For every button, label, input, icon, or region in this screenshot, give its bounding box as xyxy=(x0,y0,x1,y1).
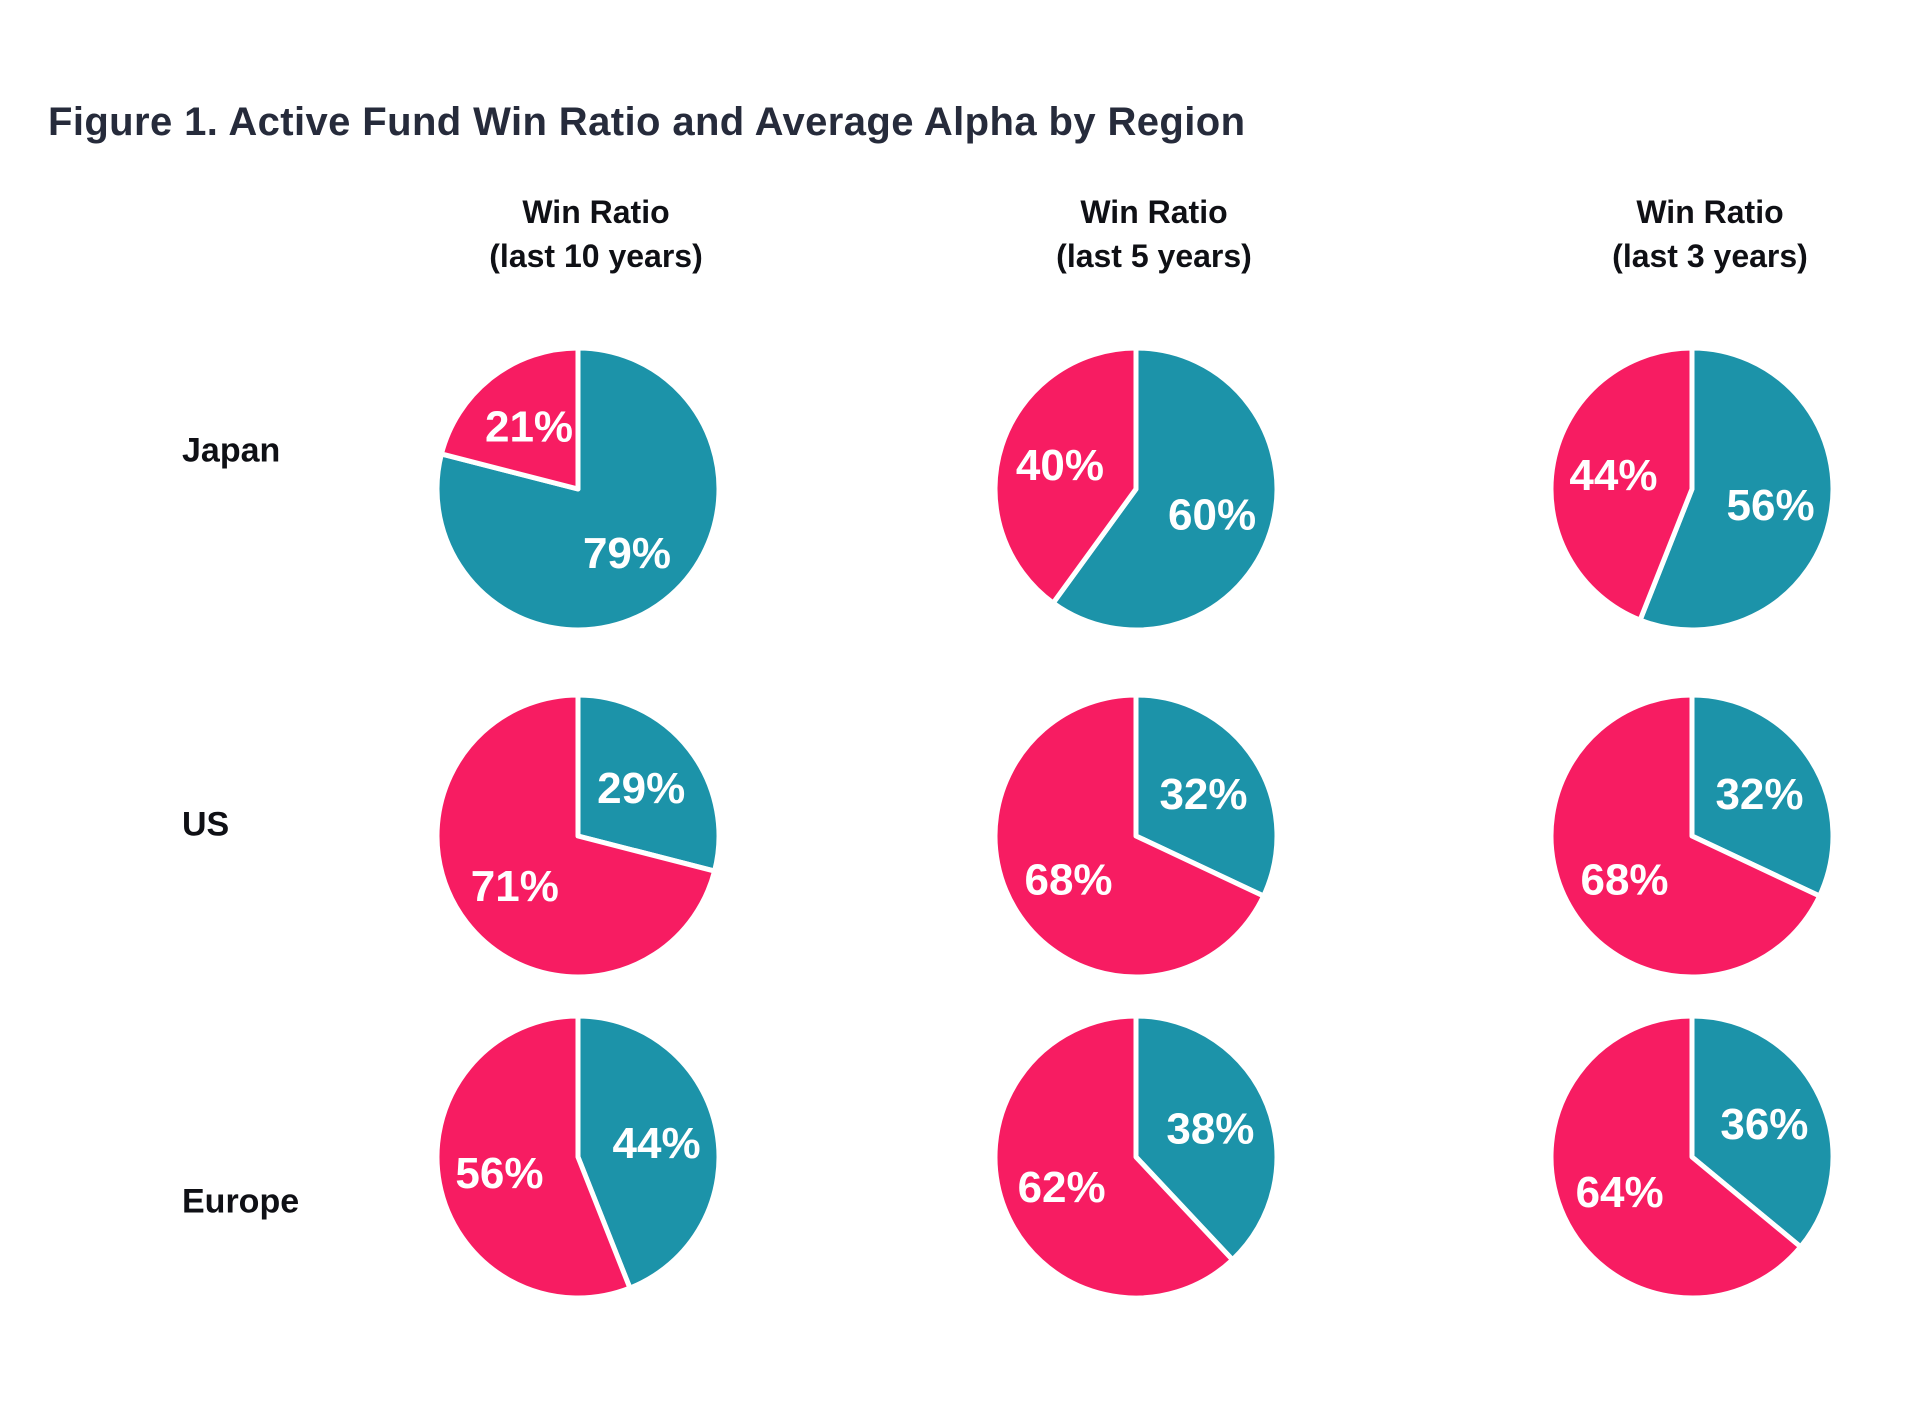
pie-slice-pink xyxy=(992,345,1139,606)
row-label-europe: Europe xyxy=(182,1182,300,1221)
pie-chart-svg: 32% 68% xyxy=(1548,692,1836,980)
pie-europe-last-10-years: 44% 56% xyxy=(433,1012,723,1302)
pie-slice-pink xyxy=(1548,345,1695,623)
column-header-last-10-years: Win Ratio (last 10 years) xyxy=(376,190,816,278)
pie-europe-last-3-years: 36% 64% xyxy=(1547,1012,1837,1302)
pie-slice-pink xyxy=(438,345,581,492)
column-header-last-3-years: Win Ratio (last 3 years) xyxy=(1490,190,1920,278)
percent-label: 68% xyxy=(1024,856,1112,905)
column-header-line2: (last 5 years) xyxy=(1056,238,1252,275)
pie-slice-teal xyxy=(1689,1013,1836,1250)
pie-chart-svg: 36% 64% xyxy=(1548,1013,1836,1301)
percent-label: 38% xyxy=(1166,1104,1254,1153)
pie-slice-teal xyxy=(575,1013,722,1291)
figure-title: Figure 1. Active Fund Win Ratio and Aver… xyxy=(48,100,1246,144)
pie-slice-pink xyxy=(434,1013,633,1301)
percent-label: 44% xyxy=(1569,451,1657,500)
pie-slice-pink xyxy=(1548,1013,1804,1301)
percent-label: 44% xyxy=(613,1119,701,1168)
pie-slice-teal xyxy=(1050,345,1280,633)
pie-chart-svg: 32% 68% xyxy=(992,692,1280,980)
percent-label: 56% xyxy=(455,1149,543,1198)
percent-label: 62% xyxy=(1018,1163,1106,1212)
pie-japan-last-3-years: 56% 44% xyxy=(1547,344,1837,634)
pie-us-last-5-years: 32% 68% xyxy=(991,691,1281,981)
column-header-line1: Win Ratio xyxy=(1636,194,1784,230)
pie-us-last-3-years: 32% 68% xyxy=(1547,691,1837,981)
pie-japan-last-10-years: 79% 21% xyxy=(433,344,723,634)
percent-label: 36% xyxy=(1720,1100,1808,1149)
percent-label: 21% xyxy=(485,403,573,452)
percent-label: 32% xyxy=(1715,770,1803,819)
percent-label: 40% xyxy=(1016,441,1104,490)
pie-europe-last-5-years: 38% 62% xyxy=(991,1012,1281,1302)
percent-label: 56% xyxy=(1727,481,1815,530)
row-label-us: US xyxy=(182,805,230,844)
percent-label: 60% xyxy=(1168,491,1256,540)
percent-label: 29% xyxy=(597,764,685,813)
pie-us-last-10-years: 29% 71% xyxy=(433,691,723,981)
pie-chart-svg: 38% 62% xyxy=(992,1013,1280,1301)
column-header-line2: (last 10 years) xyxy=(489,238,703,275)
pie-slice-teal xyxy=(1133,692,1280,899)
percent-label: 68% xyxy=(1580,856,1668,905)
pie-chart-svg: 79% 21% xyxy=(434,345,722,633)
percent-label: 32% xyxy=(1159,770,1247,819)
pie-slice-pink xyxy=(1548,692,1823,980)
pie-slice-pink xyxy=(434,692,718,980)
pie-slice-teal xyxy=(1689,692,1836,899)
column-header-line1: Win Ratio xyxy=(522,194,670,230)
pie-chart-svg: 44% 56% xyxy=(434,1013,722,1301)
pie-japan-last-5-years: 60% 40% xyxy=(991,344,1281,634)
pie-chart-svg: 60% 40% xyxy=(992,345,1280,633)
pie-slice-pink xyxy=(992,692,1267,980)
pie-slice-teal xyxy=(1637,345,1836,633)
percent-label: 71% xyxy=(471,862,559,911)
row-label-japan: Japan xyxy=(182,431,281,470)
column-header-line2: (last 3 years) xyxy=(1612,238,1808,275)
column-header-last-5-years: Win Ratio (last 5 years) xyxy=(934,190,1374,278)
column-header-line1: Win Ratio xyxy=(1080,194,1228,230)
pie-chart-svg: 29% 71% xyxy=(434,692,722,980)
pie-slice-teal xyxy=(1133,1013,1280,1263)
percent-label: 79% xyxy=(583,529,671,578)
pie-slice-teal xyxy=(575,692,722,874)
pie-slice-pink xyxy=(992,1013,1236,1301)
pie-chart-svg: 56% 44% xyxy=(1548,345,1836,633)
percent-label: 64% xyxy=(1576,1168,1664,1217)
